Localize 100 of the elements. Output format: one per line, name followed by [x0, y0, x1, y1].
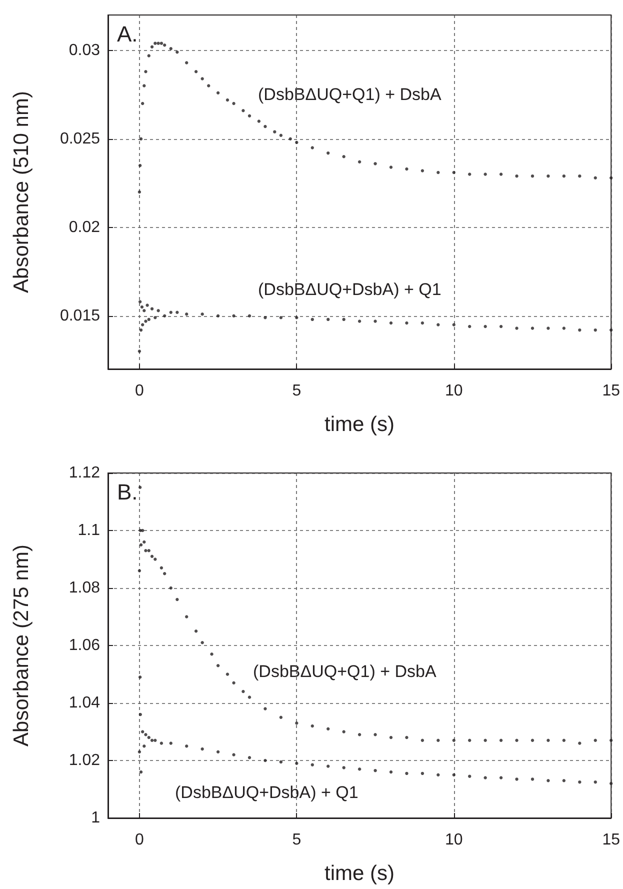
point	[374, 320, 377, 323]
point	[248, 696, 252, 699]
point	[160, 566, 164, 570]
point	[279, 760, 283, 764]
point	[169, 742, 172, 745]
point	[484, 172, 487, 176]
y-tick-label: 1.02	[68, 752, 100, 769]
y-tick-label: 1.1	[78, 522, 100, 539]
point	[264, 124, 267, 128]
point	[484, 738, 487, 742]
point	[358, 768, 362, 771]
point	[242, 108, 245, 112]
point	[226, 672, 230, 676]
point	[358, 160, 362, 164]
point	[295, 140, 298, 144]
point	[264, 316, 267, 320]
point	[546, 779, 550, 782]
point	[515, 326, 518, 330]
point	[389, 736, 393, 740]
point	[138, 164, 142, 168]
point	[468, 738, 472, 742]
x-tick-label: 5	[292, 832, 302, 848]
point	[185, 615, 188, 618]
point	[342, 730, 346, 734]
point	[142, 84, 146, 88]
chart-title: B.	[117, 480, 138, 504]
point	[160, 42, 164, 45]
point	[160, 742, 164, 745]
point	[150, 738, 154, 742]
point	[154, 316, 157, 320]
point	[248, 114, 252, 118]
point	[468, 774, 472, 778]
x-tick-label: 5	[292, 382, 302, 400]
point	[200, 77, 204, 80]
point	[562, 326, 566, 330]
y-tick-label: 1.12	[68, 464, 100, 482]
point	[138, 300, 142, 304]
point	[405, 167, 408, 171]
point	[499, 776, 503, 780]
x-tick-label: 0	[134, 832, 144, 848]
point	[515, 778, 518, 781]
point	[358, 320, 362, 323]
point	[150, 45, 154, 48]
point	[610, 176, 613, 180]
point	[562, 779, 566, 782]
point	[326, 727, 330, 730]
point	[326, 764, 330, 768]
point	[138, 486, 142, 489]
y-tick-label: 1.06	[68, 637, 100, 654]
point	[420, 772, 424, 776]
point	[499, 738, 503, 742]
point	[232, 681, 236, 684]
point	[610, 738, 613, 742]
point	[594, 738, 597, 742]
point	[139, 137, 143, 140]
point	[484, 324, 487, 328]
point	[610, 328, 613, 332]
point	[610, 782, 613, 786]
point	[288, 137, 292, 140]
point	[468, 172, 472, 176]
point	[176, 310, 179, 314]
point	[147, 54, 150, 58]
point	[139, 543, 143, 546]
point	[436, 738, 440, 742]
point	[420, 321, 424, 325]
point	[594, 780, 597, 784]
point	[142, 308, 146, 312]
point	[405, 772, 408, 776]
point	[147, 736, 150, 740]
point	[484, 776, 487, 780]
point	[216, 314, 220, 318]
point	[530, 778, 534, 781]
point	[232, 314, 236, 318]
x-axis-title: time (s)	[324, 862, 395, 885]
point	[142, 744, 146, 748]
point	[248, 314, 252, 318]
point	[154, 558, 157, 561]
point	[216, 91, 220, 94]
point	[389, 770, 393, 774]
point	[138, 190, 142, 194]
y-tick-label: 0.03	[68, 42, 100, 59]
point	[176, 598, 179, 602]
point	[530, 738, 534, 742]
point	[594, 328, 597, 332]
point	[200, 641, 204, 644]
point	[257, 120, 261, 123]
point	[562, 738, 566, 742]
point	[200, 747, 204, 751]
point	[139, 770, 143, 774]
point	[326, 318, 330, 322]
point	[436, 323, 440, 326]
point	[374, 768, 377, 772]
point	[207, 84, 210, 88]
point	[138, 676, 142, 679]
point	[194, 70, 198, 74]
point	[374, 733, 377, 736]
point	[147, 549, 150, 552]
point	[546, 326, 550, 330]
point	[138, 712, 142, 716]
point	[232, 102, 236, 106]
